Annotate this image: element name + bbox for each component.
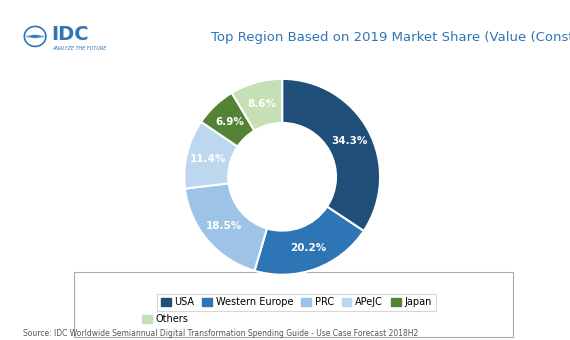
- Legend: USA, Western Europe, PRC, APeJC, Japan: USA, Western Europe, PRC, APeJC, Japan: [157, 293, 436, 311]
- Text: 18.5%: 18.5%: [206, 221, 242, 231]
- Text: 8.6%: 8.6%: [247, 99, 276, 109]
- Text: 6.9%: 6.9%: [215, 117, 245, 127]
- Wedge shape: [232, 79, 282, 131]
- Ellipse shape: [28, 35, 42, 38]
- Wedge shape: [185, 183, 267, 271]
- Ellipse shape: [26, 35, 44, 38]
- Text: 34.3%: 34.3%: [331, 136, 367, 146]
- Wedge shape: [201, 93, 254, 147]
- Wedge shape: [282, 79, 380, 231]
- Text: ANALYZE THE FUTURE: ANALYZE THE FUTURE: [52, 46, 107, 51]
- Wedge shape: [184, 122, 238, 189]
- Ellipse shape: [28, 35, 42, 38]
- Text: 20.2%: 20.2%: [290, 243, 326, 253]
- Text: 11.4%: 11.4%: [190, 154, 227, 164]
- Legend: Others: Others: [138, 310, 193, 328]
- Text: IDC: IDC: [51, 25, 89, 44]
- Ellipse shape: [25, 35, 45, 38]
- Wedge shape: [255, 207, 364, 275]
- Text: Source: IDC Worldwide Semiannual Digital Transformation Spending Guide - Use Cas: Source: IDC Worldwide Semiannual Digital…: [23, 329, 418, 338]
- Text: Top Region Based on 2019 Market Share (Value (Constant)): Top Region Based on 2019 Market Share (V…: [211, 31, 570, 44]
- Ellipse shape: [26, 35, 44, 38]
